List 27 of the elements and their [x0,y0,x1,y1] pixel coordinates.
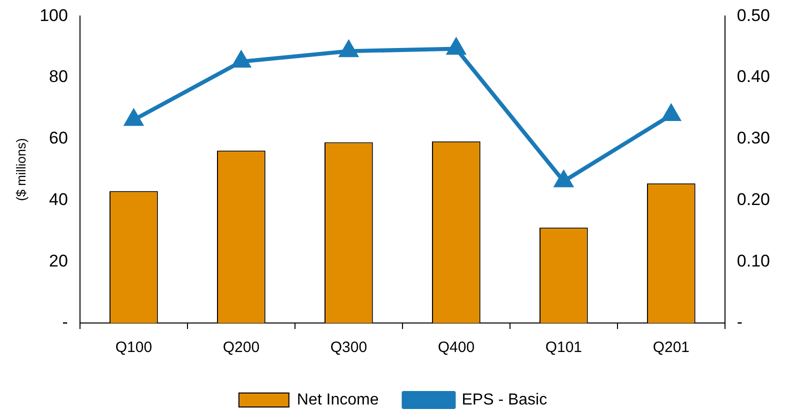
x-tick-label: Q400 [438,339,475,356]
point [554,171,573,188]
x-tick-label: Q100 [115,339,152,356]
y2-tick-label: 0.10 [736,251,770,270]
point [232,52,250,68]
x-tick-label: Q300 [330,339,368,356]
y2-tick-label: 0.40 [736,67,770,86]
y2-tick-label: 0.20 [736,190,770,209]
legend-label: EPS - Basic [462,391,548,408]
y2-tick-label: - [736,312,743,332]
point [447,38,466,55]
y-tick-label: 60 [49,128,68,148]
x-tick-label: Q101 [545,339,582,356]
y-tick-label: 20 [49,251,68,270]
y-tick-label: 80 [49,67,68,86]
y-tick-label: - [62,312,68,332]
x-tick-label: Q200 [222,339,260,356]
y2-tick-label: 0.30 [736,128,770,148]
y-tick-label: 40 [49,190,68,209]
point [662,104,680,121]
y-tick-label: 100 [40,6,68,25]
point [124,110,143,126]
point [340,41,358,58]
legend-label: Net Income [296,391,379,408]
y-axis-title: ($ millions) [13,138,28,202]
x-tick-label: Q201 [652,339,690,356]
y2-tick-label: 0.50 [736,6,770,25]
